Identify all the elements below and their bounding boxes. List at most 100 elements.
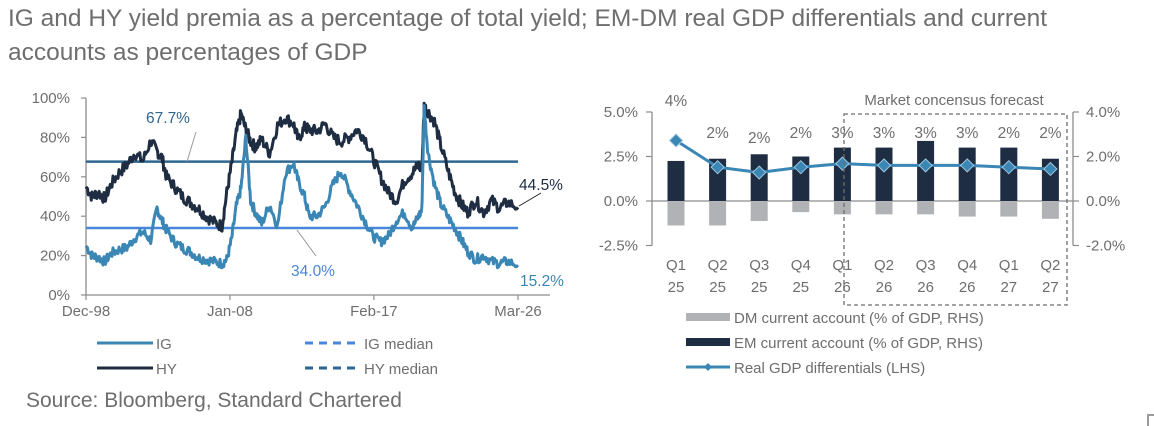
gdp-point-marker	[835, 156, 850, 171]
category-label-year: 26	[876, 279, 893, 296]
hy-median-leader	[186, 131, 197, 162]
dm-current-account-bar	[792, 202, 810, 213]
gdp-data-label: 3%	[914, 125, 937, 142]
right-y-tick-label: 0.0%	[1086, 193, 1120, 210]
legend-label-hy: HY	[156, 361, 177, 378]
left-y-axis: 0% 20% 40% 60% 80% 100%	[32, 90, 87, 304]
hy-latest-label: 44.5%	[519, 177, 563, 194]
category-label-year: 27	[1042, 279, 1059, 296]
gdp-data-label: 2%	[998, 125, 1021, 142]
legend-swatch-gdp-marker	[704, 363, 712, 371]
right-y-tick-label: 4.0%	[1086, 104, 1120, 121]
right-y-tick-label: 2.0%	[1086, 149, 1120, 166]
right-legend: DM current account (% of GDP, RHS) EM cur…	[686, 310, 984, 377]
dm-current-account-bar	[833, 202, 851, 215]
y-tick-label: 80%	[40, 129, 70, 146]
gdp-data-label: 3%	[956, 125, 979, 142]
ig-series-line	[84, 104, 520, 270]
category-label-quarter: Q2	[708, 257, 728, 274]
legend-label-ig-median: IG median	[364, 336, 433, 353]
y-tick-label: 60%	[40, 169, 70, 186]
dm-current-account-bar	[750, 202, 768, 222]
dm-current-account-bar	[917, 202, 935, 215]
legend-label-gdp-differentials: Real GDP differentials (LHS)	[734, 360, 925, 377]
em-current-account-bar	[875, 147, 893, 201]
forecast-box: Market concensus forecast	[843, 92, 1068, 306]
gdp-point-marker	[876, 158, 892, 173]
right-axes: -2.5% 0.0% 2.5% 5.0% -2.0% 0.0% 2.0% 4.0% Q1 25 Q2…	[599, 104, 1125, 296]
gdp-point-marker	[751, 165, 767, 180]
dm-current-account-bar	[667, 202, 685, 226]
gdp-data-label: 2%	[706, 125, 729, 142]
yield-premia-chart: 0% 20% 40% 60% 80% 100% Dec-98 Jan-08 Feb-17 Mar…	[32, 90, 565, 378]
legend-label-em-current-account: EM current account (% of GDP, RHS)	[734, 335, 983, 352]
left-y-tick-label: 0.0%	[604, 193, 638, 210]
gdp-point-marker	[793, 159, 809, 175]
legend-label-hy-median: HY median	[364, 361, 438, 378]
dm-current-account-bar	[958, 202, 976, 217]
gdp-data-label: 4%	[665, 93, 688, 110]
category-label-quarter: Q2	[874, 257, 894, 274]
gdp-differential-line	[675, 139, 1051, 175]
gdp-point-marker	[1043, 161, 1058, 177]
right-bars	[667, 140, 1059, 226]
legend-label-ig: IG	[156, 336, 172, 353]
x-tick-label: Jan-08	[207, 303, 253, 320]
em-current-account-bar	[667, 160, 685, 201]
ig-median-label: 34.0%	[291, 263, 335, 280]
em-current-account-bar	[833, 147, 851, 201]
forecast-dashed-box	[843, 113, 1068, 306]
category-label-year: 26	[834, 279, 851, 296]
left-series	[84, 101, 520, 270]
right-gdp-line: 4% 2% 2% 2% 3% 3% 3% 3% 2% 2%	[665, 93, 1062, 180]
category-label-quarter: Q4	[791, 257, 811, 274]
category-label-quarter: Q1	[666, 257, 686, 274]
category-label-quarter: Q1	[832, 257, 852, 274]
category-label-quarter: Q4	[957, 257, 977, 274]
category-label-year: 25	[709, 279, 726, 296]
left-annotations: 67.7% 34.0% 44.5% 15.2%	[146, 110, 564, 290]
ig-median-leader	[296, 229, 317, 257]
category-label-year: 25	[668, 279, 685, 296]
forecast-box-label: Market concensus forecast	[864, 92, 1044, 109]
left-y-tick-label: -2.5%	[599, 238, 638, 255]
hy-series-line	[84, 101, 520, 233]
category-label-year: 26	[917, 279, 934, 296]
dm-current-account-bar	[875, 202, 893, 215]
dm-current-account-bar	[1041, 202, 1059, 219]
y-tick-label: 20%	[40, 248, 70, 265]
category-label-year: 25	[751, 279, 768, 296]
gdp-point-marker	[710, 159, 725, 175]
y-tick-label: 0%	[48, 287, 70, 304]
hy-median-label: 67.7%	[146, 110, 190, 127]
category-label-year: 25	[792, 279, 809, 296]
source-note: Source: Bloomberg, Standard Chartered	[26, 389, 402, 412]
gdp-point-marker	[1001, 159, 1017, 175]
category-label-quarter: Q1	[999, 257, 1019, 274]
gdp-data-label: 2%	[748, 130, 771, 147]
category-label-year: 26	[959, 279, 976, 296]
gdp-current-account-chart: -2.5% 0.0% 2.5% 5.0% -2.0% 0.0% 2.0% 4.0% Q1 25 Q2…	[599, 92, 1125, 377]
hy-latest-leader	[518, 192, 542, 207]
gdp-data-label: 2%	[1039, 125, 1062, 142]
gdp-data-label: 2%	[790, 125, 813, 142]
right-y-tick-label: -2.0%	[1086, 238, 1125, 255]
em-current-account-bar	[958, 147, 976, 201]
x-tick-label: Feb-17	[350, 303, 398, 320]
chart-title: IG and HY yield premia as a percentage o…	[8, 5, 1048, 66]
x-tick-label: Mar-26	[494, 303, 542, 320]
dm-current-account-bar	[709, 202, 727, 226]
legend-swatch-dm-current-account	[686, 313, 730, 321]
gdp-data-label: 3%	[873, 125, 896, 142]
left-y-tick-label: 5.0%	[604, 104, 638, 121]
gdp-point-marker	[668, 133, 684, 148]
category-label-quarter: Q2	[1040, 257, 1060, 274]
left-x-axis: Dec-98 Jan-08 Feb-17 Mar-26	[62, 294, 550, 320]
x-tick-label: Dec-98	[62, 303, 110, 320]
gdp-data-label: 3%	[831, 125, 854, 142]
dm-current-account-bar	[1000, 202, 1018, 217]
y-tick-label: 40%	[40, 208, 70, 225]
left-legend: IG IG median HY HY median	[97, 336, 438, 378]
gdp-point-marker	[918, 158, 933, 173]
legend-swatch-em-current-account	[686, 338, 730, 346]
